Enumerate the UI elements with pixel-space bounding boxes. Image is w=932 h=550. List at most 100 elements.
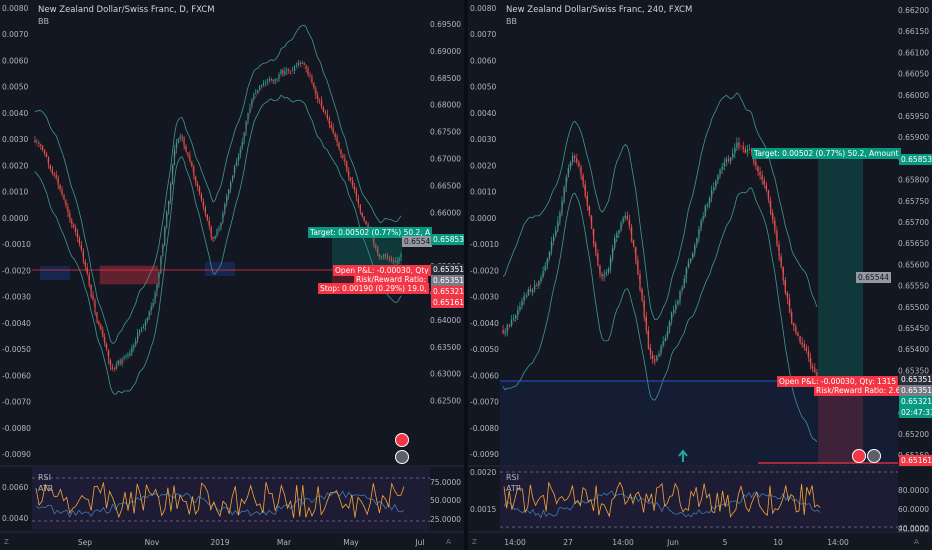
left-right-axis-tick: 0.69500 [430, 20, 461, 29]
left-candle [133, 345, 135, 348]
right-add-order-icon[interactable] [852, 449, 866, 463]
left-rsi-label[interactable]: RSI [38, 473, 51, 482]
left-target-zone [332, 237, 402, 269]
left-candle [388, 257, 390, 259]
left-alert-icon[interactable] [395, 450, 409, 464]
right-price-tag[interactable]: 0.65161 [899, 455, 932, 466]
right-tv-logo-icon: Z [472, 538, 477, 546]
right-candle [719, 169, 721, 176]
left-candle [173, 149, 175, 166]
right-right-axis-tick: 0.65650 [898, 239, 929, 248]
left-candle [135, 340, 137, 346]
left-target-label[interactable]: Target: 0.00502 (0.77%) 50.2, A [308, 227, 433, 238]
left-candle [396, 260, 398, 263]
pane-divider[interactable] [464, 0, 468, 550]
right-candle [578, 162, 580, 167]
right-candle [734, 147, 736, 154]
right-sub-left-tick: 0.0015 [470, 505, 496, 514]
right-candle [603, 274, 605, 277]
right-candle [683, 278, 685, 288]
left-price-tag[interactable]: 0.65161 [431, 297, 464, 308]
right-candle [717, 175, 719, 181]
left-candle [228, 189, 230, 196]
right-candle [616, 233, 618, 238]
right-candle [574, 155, 576, 159]
right-candle [736, 142, 738, 148]
right-candle [504, 331, 506, 334]
left-auto-scale-icon[interactable]: A [446, 538, 451, 546]
right-left-axis-tick: 0.0020 [470, 161, 496, 170]
left-bb-upper [34, 24, 402, 344]
right-candle [698, 228, 700, 238]
right-candle [521, 300, 523, 307]
right-candle [656, 355, 658, 361]
left-atr-label[interactable]: ATR [38, 484, 54, 493]
left-candle [150, 306, 152, 312]
left-risk-reward-label[interactable]: Risk/Reward Ratio: [354, 274, 429, 285]
left-price-tag[interactable]: 0.65351 [431, 275, 464, 286]
left-candle [324, 111, 327, 114]
right-candle [689, 258, 692, 262]
right-candle [622, 218, 624, 223]
right-candle [595, 243, 597, 254]
right-candle [666, 331, 669, 338]
right-risk-reward-label[interactable]: Risk/Reward Ratio: 2.64 [814, 385, 908, 396]
right-candle [571, 155, 574, 163]
right-candle [548, 252, 551, 259]
right-candle [609, 258, 612, 270]
right-candle [550, 241, 553, 253]
left-time-tick: Sep [78, 538, 92, 547]
left-candle [257, 89, 259, 93]
right-candle [765, 184, 768, 191]
left-stop-label[interactable]: Stop: 0.00190 (0.29%) 19.0, [318, 283, 429, 294]
left-candle [222, 212, 224, 223]
right-candle [729, 157, 732, 162]
left-right-axis-tick: 0.64000 [430, 316, 461, 325]
right-candle [529, 289, 532, 292]
right-price-tag[interactable]: 0.65321 [899, 396, 932, 407]
left-price-tag[interactable]: 0.65351 [431, 264, 464, 275]
left-left-axis-tick: -0.0090 [2, 450, 31, 459]
right-candle [780, 256, 782, 268]
right-price-tag[interactable]: 0.65351 [899, 385, 932, 396]
right-atr-label[interactable]: ATR [506, 484, 522, 493]
left-candle [34, 140, 36, 143]
left-price-chart[interactable]: 0.0080 0.0070 0.0060 0.0050 0.0040 0.0030 0.00… [0, 0, 464, 550]
right-alert-icon[interactable] [867, 449, 881, 463]
right-open-pnl-label[interactable]: Open P&L: -0.00030, Qty: 1315 [777, 376, 899, 387]
right-candle [586, 196, 588, 207]
right-buy-arrow-icon [678, 449, 688, 462]
right-bb-indicator-label[interactable]: BB [506, 17, 517, 26]
left-candle [365, 220, 367, 225]
left-chart-pane[interactable]: 0.0080 0.0070 0.0060 0.0050 0.0040 0.0030 0.00… [0, 0, 464, 550]
left-add-order-icon[interactable] [395, 433, 409, 447]
right-right-axis-tick: 0.65450 [898, 324, 929, 333]
left-open-pnl-label[interactable]: Open P&L: -0.00030, Qty [333, 265, 431, 276]
right-price-tag[interactable]: 0.65853 [899, 154, 932, 165]
right-symbol-title[interactable]: New Zealand Dollar/Swiss Franc, 240, FXC… [506, 5, 693, 15]
right-rsi-label[interactable]: RSI [506, 473, 519, 482]
right-candle [750, 149, 753, 152]
right-candle [755, 161, 757, 167]
left-candle [208, 220, 210, 227]
right-price-tag[interactable]: 02:47:37 [899, 407, 932, 418]
left-candle [57, 177, 59, 186]
left-candle [177, 138, 179, 143]
right-price-tag[interactable]: 0.65351 [899, 374, 932, 385]
left-candle [305, 65, 307, 69]
right-sub-left-tick: 0.0020 [470, 468, 496, 477]
right-candle [704, 205, 706, 216]
right-candle [658, 353, 660, 356]
left-bb-indicator-label[interactable]: BB [38, 17, 49, 26]
left-candle [322, 108, 325, 112]
left-price-tag[interactable]: 0.65321 [431, 286, 464, 297]
right-chart-pane[interactable]: 0.0080 0.0070 0.0060 0.0050 0.0040 0.0030 0.00… [468, 0, 932, 550]
left-price-tag[interactable]: 0.65853 [431, 234, 464, 245]
left-candle [398, 257, 400, 261]
right-auto-scale-icon[interactable]: A [914, 538, 919, 546]
left-candle [183, 137, 185, 146]
right-target-label[interactable]: Target: 0.00502 (0.77%) 50.2, Amount [752, 148, 901, 159]
left-symbol-title[interactable]: New Zealand Dollar/Swiss Franc, D, FXCM [38, 5, 215, 15]
right-candle [647, 330, 650, 349]
left-candle [342, 154, 344, 158]
